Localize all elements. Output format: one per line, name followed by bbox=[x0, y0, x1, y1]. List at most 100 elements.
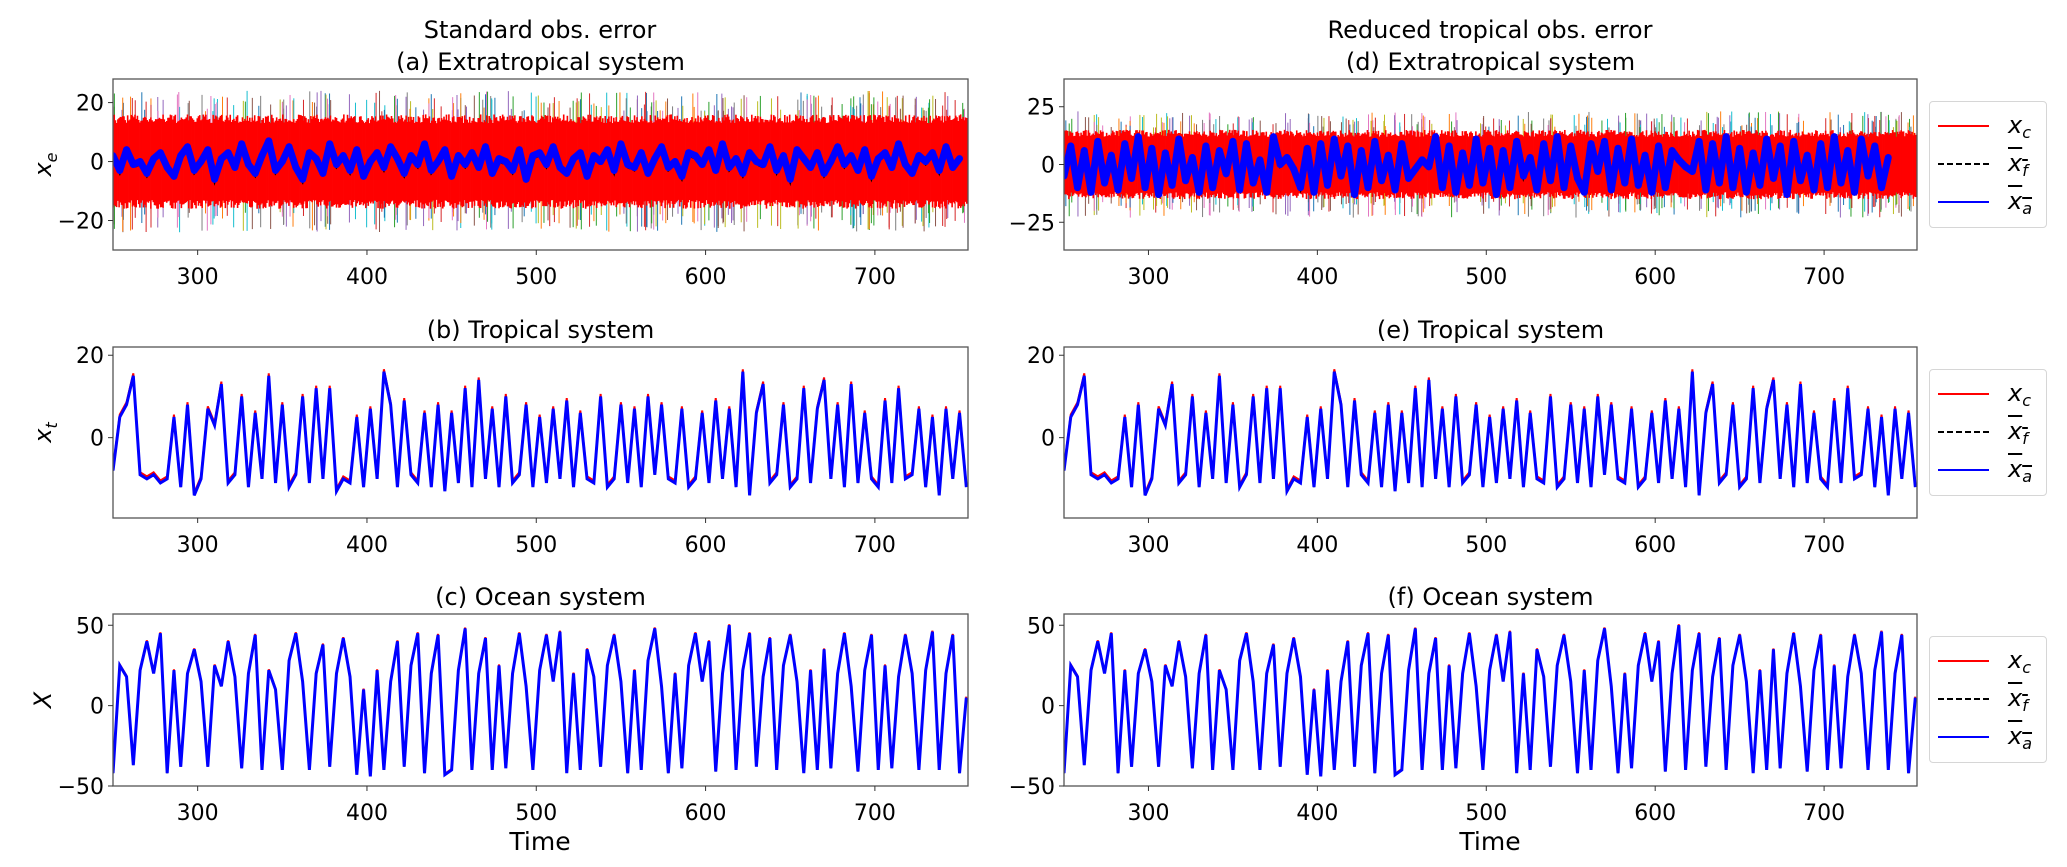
x-tick-label: 500 bbox=[1465, 801, 1507, 826]
legend-line-swatch bbox=[1938, 469, 1989, 471]
legend-line-swatch bbox=[1938, 431, 1989, 433]
analysis-mean-segment bbox=[786, 146, 801, 183]
x-tick-label: 600 bbox=[685, 265, 727, 290]
x-axis-label-left: Time bbox=[508, 827, 570, 856]
panel-title-f: (f) Ocean system bbox=[1388, 583, 1594, 611]
x-tick-label: 600 bbox=[685, 801, 727, 826]
y-tick-label: 20 bbox=[76, 344, 104, 369]
y-tick-label: −20 bbox=[58, 210, 104, 235]
x-tick-label: 300 bbox=[1127, 265, 1169, 290]
panel-c: 300 400 500 600 700 −50 0 50 (c) Ocean system X bbox=[29, 583, 969, 826]
x-tick-label: 300 bbox=[177, 533, 219, 558]
analysis-mean-segment bbox=[549, 143, 564, 171]
analysis-mean-segment bbox=[285, 143, 300, 171]
analysis-mean-segment bbox=[617, 140, 632, 168]
y-axis-label-b: xt bbox=[29, 422, 61, 444]
analysis-mean-line bbox=[1064, 371, 1917, 497]
analysis-mean-segment bbox=[1661, 147, 1676, 192]
analysis-mean-line bbox=[1064, 625, 1917, 778]
plot-area-e bbox=[1064, 369, 1917, 497]
x-tick-label: 700 bbox=[854, 265, 896, 290]
legend-label: xa bbox=[2008, 187, 2033, 218]
y-tick-label: 0 bbox=[90, 151, 104, 176]
column-title-reduced: Reduced tropical obs. error bbox=[1328, 16, 1653, 44]
axes-frame bbox=[1063, 613, 1918, 787]
forecast-mean-line bbox=[113, 371, 968, 496]
x-tick-label: 700 bbox=[854, 801, 896, 826]
panel-e: 300 400 500 600 700 0 20 (e) Tropical system bbox=[1027, 316, 1918, 558]
analysis-mean-segment bbox=[949, 155, 964, 171]
legend-entry: xa bbox=[1930, 184, 2048, 220]
analysis-mean-segment bbox=[1269, 133, 1284, 168]
legend-entry: xc bbox=[1930, 376, 2048, 412]
panel-b: 300 400 500 600 700 0 20 (b) Tropical system xt bbox=[29, 316, 969, 558]
legend-label: xc bbox=[2008, 379, 2031, 410]
legend-line-swatch bbox=[1938, 125, 1989, 127]
x-tick-label: 400 bbox=[346, 801, 388, 826]
legend-line-swatch bbox=[1938, 201, 1989, 203]
panel-title-d: (d) Extratropical system bbox=[1346, 48, 1635, 76]
legend-label: xc bbox=[2008, 111, 2031, 142]
legend-label: xf bbox=[2008, 684, 2028, 715]
y-tick-label: 20 bbox=[1027, 344, 1055, 369]
y-tick-label: 25 bbox=[1027, 96, 1055, 121]
legend-entry: xc bbox=[1930, 108, 2048, 144]
x-tick-label: 400 bbox=[1296, 533, 1338, 558]
y-tick-label: 0 bbox=[1041, 427, 1055, 452]
y-tick-label: −50 bbox=[1009, 775, 1055, 800]
analysis-mean-segment bbox=[421, 140, 435, 174]
x-tick-label: 400 bbox=[346, 265, 388, 290]
panel-a: 300 400 500 600 700 −20 0 20 (a) Extratropical s… bbox=[29, 48, 969, 290]
analysis-mean-segment bbox=[299, 149, 313, 183]
legend-line-swatch bbox=[1938, 736, 1989, 738]
x-tick-label: 600 bbox=[685, 533, 727, 558]
axes-frame bbox=[112, 78, 969, 251]
y-tick-label: 50 bbox=[1027, 614, 1055, 639]
x-tick-label: 700 bbox=[1803, 265, 1845, 290]
axes-frame bbox=[112, 613, 969, 787]
x-tick-label: 700 bbox=[854, 533, 896, 558]
legend-entry: xa bbox=[1930, 452, 2048, 488]
analysis-mean-segment bbox=[522, 152, 537, 183]
legend-label: xa bbox=[2008, 722, 2033, 753]
x-tick-label: 600 bbox=[1634, 265, 1676, 290]
x-tick-label: 400 bbox=[346, 533, 388, 558]
y-tick-label: 0 bbox=[90, 695, 104, 720]
x-tick-label: 500 bbox=[515, 533, 557, 558]
plot-area-d bbox=[1064, 111, 1917, 218]
legend-line-swatch bbox=[1938, 698, 1989, 700]
legend-line-swatch bbox=[1938, 660, 1989, 662]
plot-area-b bbox=[113, 369, 968, 497]
legend-line-swatch bbox=[1938, 393, 1989, 395]
analysis-mean-segment bbox=[678, 149, 693, 180]
x-tick-label: 300 bbox=[1127, 801, 1169, 826]
plot-area-c bbox=[113, 624, 968, 778]
y-tick-label: 20 bbox=[76, 92, 104, 117]
x-tick-label: 300 bbox=[1127, 533, 1169, 558]
control-run-x_c-line bbox=[113, 369, 968, 494]
legend-line-swatch bbox=[1938, 163, 1989, 165]
y-tick-label: −50 bbox=[58, 775, 104, 800]
panel-title-c: (c) Ocean system bbox=[435, 583, 646, 611]
control-run-x_c-line bbox=[1064, 369, 1917, 494]
y-axis-label-c: X bbox=[29, 691, 57, 710]
panel-title-e: (e) Tropical system bbox=[1377, 316, 1604, 344]
analysis-mean-segment bbox=[265, 137, 280, 174]
panel-title-b: (b) Tropical system bbox=[427, 316, 655, 344]
x-tick-label: 400 bbox=[1296, 801, 1338, 826]
y-tick-label: 50 bbox=[76, 614, 104, 639]
axes-frame bbox=[1063, 346, 1918, 519]
legend-entry: xf bbox=[1930, 414, 2048, 450]
analysis-mean-segment bbox=[211, 155, 225, 183]
analysis-mean-segment bbox=[170, 152, 185, 180]
y-tick-label: 0 bbox=[90, 427, 104, 452]
x-tick-label: 500 bbox=[1465, 533, 1507, 558]
legend-label: xf bbox=[2008, 417, 2028, 448]
plot-area-f bbox=[1064, 624, 1917, 778]
x-axis-label-right: Time bbox=[1458, 827, 1520, 856]
x-tick-label: 400 bbox=[1296, 265, 1338, 290]
analysis-mean-line bbox=[113, 625, 968, 778]
analysis-mean-segment bbox=[895, 140, 909, 168]
